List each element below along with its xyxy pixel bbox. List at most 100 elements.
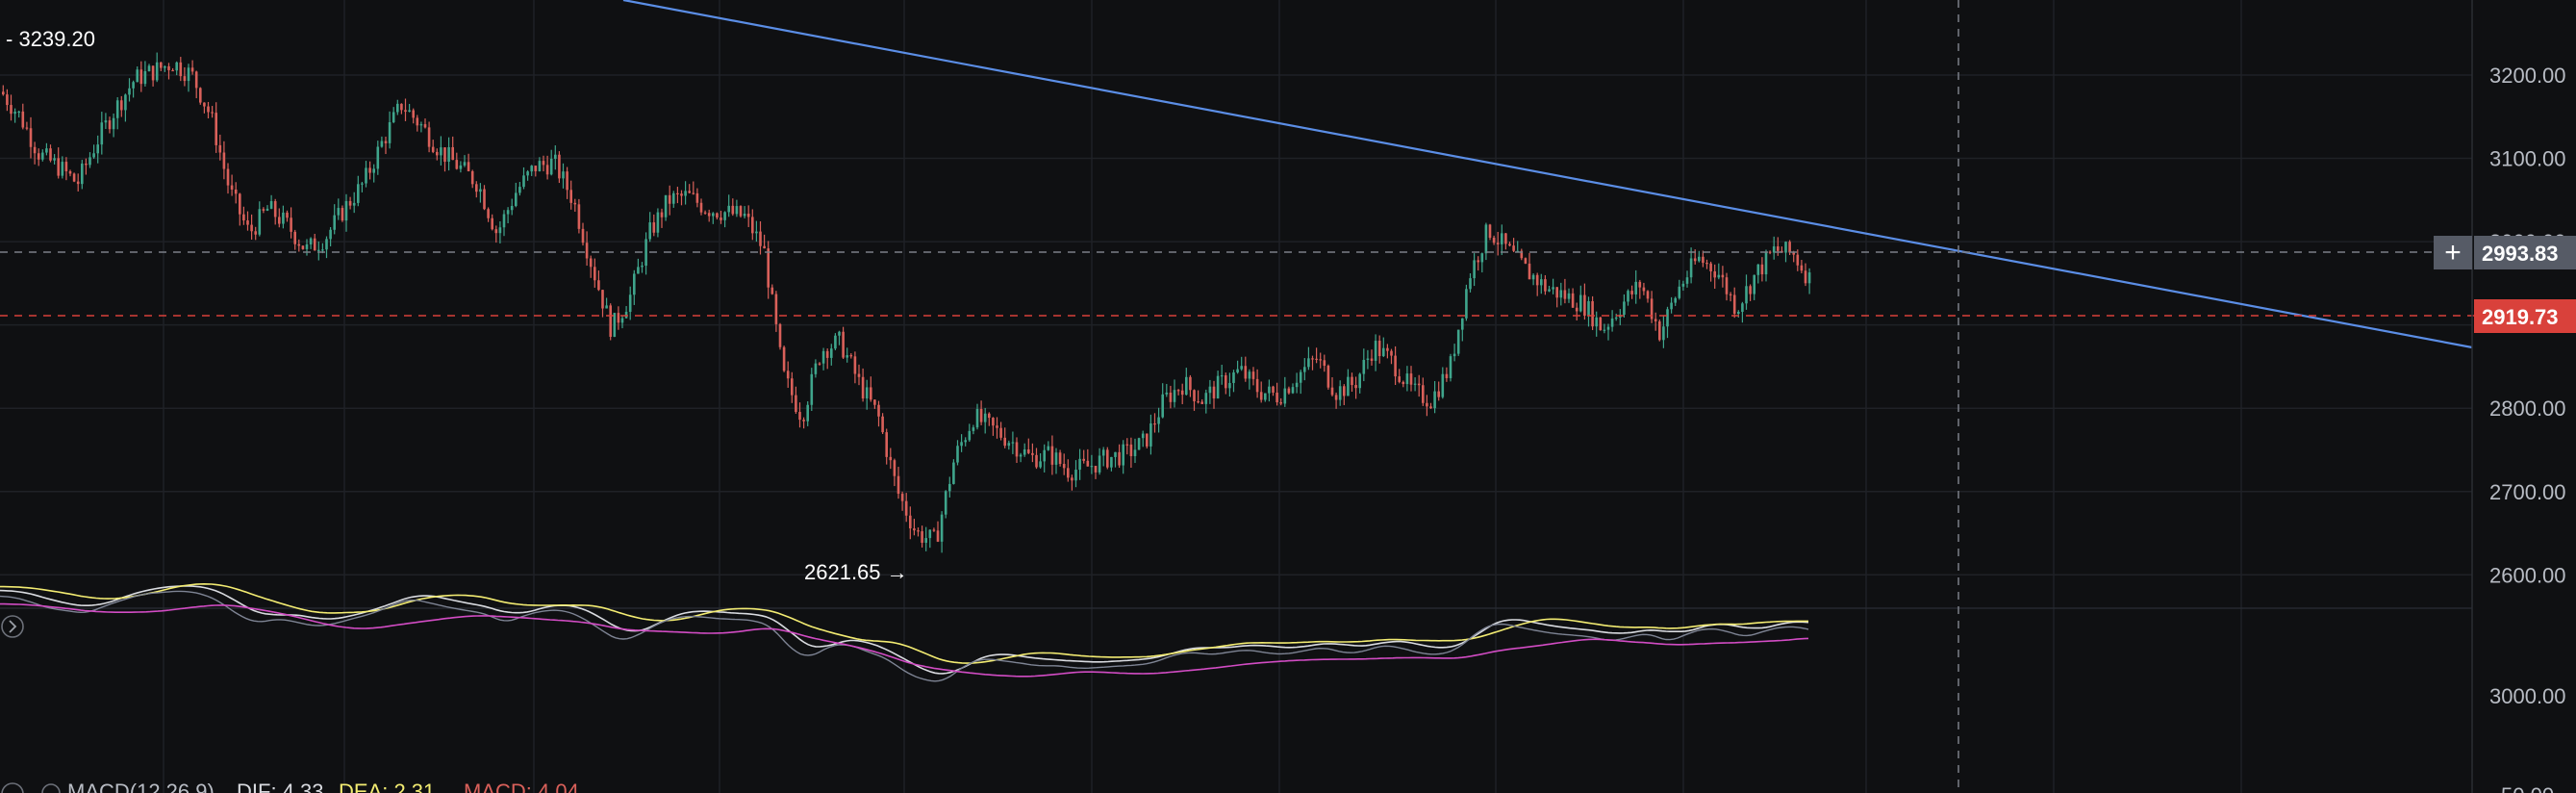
candle-body — [1705, 263, 1708, 265]
crosshair-price-tag[interactable]: + 2993.83 — [2434, 236, 2576, 269]
candle-body — [617, 313, 620, 323]
candle-body — [194, 71, 198, 89]
candle-body — [1311, 358, 1314, 360]
candle-body — [1792, 252, 1795, 255]
candle-body — [1197, 400, 1200, 403]
candle-body — [755, 231, 758, 234]
candle-body — [1469, 278, 1472, 290]
candle-body — [838, 331, 841, 336]
candle-body — [1405, 373, 1409, 385]
candle-body — [1634, 281, 1637, 294]
candle-body — [1753, 274, 1755, 294]
candle-body — [1685, 277, 1689, 284]
candle-body — [1122, 444, 1124, 466]
candle-body — [388, 122, 391, 143]
candle-body — [964, 440, 967, 443]
price-axis[interactable]: 3200.003100.003000.002900.002800.002700.… — [2489, 64, 2566, 793]
candle-body — [1157, 417, 1160, 424]
candle-body — [581, 228, 585, 243]
macd-collapse-icon[interactable] — [1, 782, 24, 793]
candle-body — [352, 202, 356, 206]
candle-body — [593, 267, 596, 281]
chevron-right-icon — [9, 620, 17, 633]
candle-body — [818, 363, 821, 365]
candle-body — [782, 346, 786, 371]
candle-body — [1630, 291, 1633, 294]
plus-icon[interactable]: + — [2444, 237, 2462, 269]
candle-body — [656, 212, 660, 233]
candle-body — [1299, 371, 1302, 383]
candle-body — [1035, 454, 1038, 468]
candle-body — [491, 217, 493, 230]
chart-grid — [0, 0, 2472, 793]
candle-body — [321, 249, 324, 251]
current-price-label: 2919.73 — [2482, 305, 2559, 329]
candle-body — [633, 273, 636, 295]
crosshair-add-button[interactable] — [2434, 236, 2472, 269]
candle-body — [1492, 238, 1496, 243]
candle-body — [1437, 391, 1440, 397]
candle-body — [179, 62, 183, 77]
candle-body — [1180, 390, 1184, 396]
eye-icon[interactable] — [41, 783, 61, 793]
candle-body — [96, 144, 99, 154]
candle-body — [85, 163, 88, 166]
low-price-label: 2621.65 → — [804, 560, 908, 584]
candle-body — [1477, 260, 1479, 263]
candle-body — [1650, 298, 1654, 320]
candle-body — [996, 425, 998, 428]
candle-body — [1027, 448, 1030, 453]
candle-body — [309, 238, 313, 244]
candle-body — [329, 229, 332, 240]
candle-body — [187, 67, 190, 82]
candle-body — [1023, 448, 1026, 455]
candle-body — [104, 120, 108, 123]
candle-body — [1011, 442, 1015, 444]
candle-body — [1176, 390, 1180, 392]
candle-body — [791, 378, 794, 396]
indicator-collapse-button[interactable] — [1, 615, 24, 638]
dif-label: DIF: 4.33 — [237, 780, 323, 793]
candle-body — [348, 200, 352, 206]
candle-body — [865, 387, 869, 399]
candle-body — [1587, 300, 1590, 317]
candle-body — [1678, 286, 1681, 298]
candle-body — [861, 376, 865, 399]
candle-body — [211, 112, 214, 114]
candle-body — [1456, 329, 1460, 354]
candle-body — [545, 165, 549, 175]
candle-body — [1287, 388, 1291, 394]
candle-body — [889, 456, 893, 461]
candle-body — [1082, 458, 1085, 461]
candle-body — [88, 157, 91, 166]
candle-body — [1071, 477, 1073, 481]
candle-body — [384, 141, 388, 143]
candle-body — [968, 430, 972, 441]
candle-body — [1272, 386, 1275, 393]
candle-body — [262, 209, 265, 211]
candle-body — [1807, 272, 1811, 284]
candle-body — [1268, 386, 1271, 394]
price-tick-label: 2700.00 — [2489, 480, 2566, 504]
candle-body — [1417, 383, 1421, 386]
candle-body — [41, 152, 44, 160]
candle-body — [830, 348, 833, 358]
candle-body — [1351, 376, 1353, 386]
candle-body — [1595, 317, 1598, 327]
candle-body — [1623, 301, 1626, 316]
candle-body — [1094, 466, 1098, 473]
candle-body — [798, 412, 801, 421]
candle-body — [1315, 358, 1318, 360]
candle-body — [1015, 442, 1019, 457]
candle-body — [1563, 290, 1567, 299]
candle-body — [1670, 302, 1673, 310]
candle-body — [1259, 392, 1263, 400]
candle-body — [1153, 422, 1156, 425]
candle-body — [1409, 373, 1413, 385]
candle-body — [972, 427, 975, 431]
candle-body — [763, 245, 766, 249]
candle-body — [380, 141, 384, 147]
trendline[interactable] — [622, 0, 2473, 349]
